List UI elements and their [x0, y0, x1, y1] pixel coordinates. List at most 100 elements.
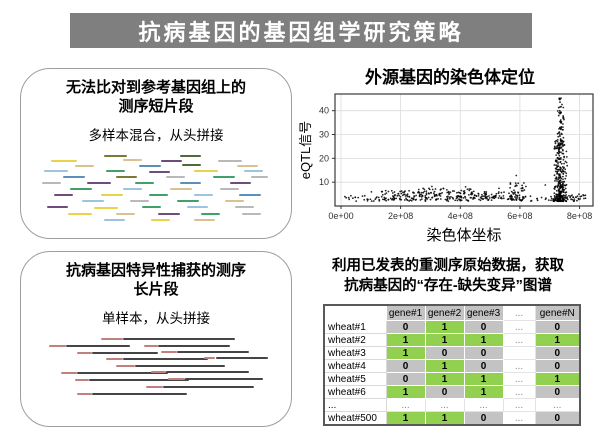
short-read-segment: [158, 213, 180, 215]
data-point: [521, 199, 524, 201]
data-point: [560, 162, 563, 165]
long-reads-illustration: [37, 336, 275, 414]
data-point: [559, 138, 562, 140]
data-point: [400, 192, 403, 195]
data-point: [354, 196, 357, 199]
data-point: [554, 167, 557, 170]
data-point: [577, 197, 580, 200]
data-point: [559, 127, 561, 129]
data-point: [418, 191, 421, 194]
data-point: [557, 163, 559, 165]
tick-label-y: 30: [319, 130, 329, 140]
data-point: [557, 132, 560, 134]
data-point: [451, 190, 454, 192]
data-point: [472, 196, 475, 199]
pav-matrix-table: gene#1 gene#2 gene#3... gene#N wheat#1 0 1 0...…: [323, 304, 581, 426]
data-point: [562, 180, 564, 183]
data-point: [554, 160, 557, 163]
data-point: [558, 98, 561, 101]
long-read-body: [163, 385, 254, 388]
data-point: [563, 196, 566, 199]
data-point: [547, 199, 550, 201]
data-point: [553, 164, 556, 166]
data-point: [372, 200, 375, 202]
pav-value-cell: 1: [463, 372, 504, 386]
data-point: [553, 148, 556, 150]
data-point: [467, 200, 470, 202]
long-read-red-tip: [60, 371, 78, 374]
data-point: [442, 187, 445, 190]
data-point: [553, 199, 555, 202]
pav-heading: 利用已发表的重测序原始数据，获取 抗病基因的“存在-缺失变异”图谱: [296, 256, 600, 297]
data-point: [557, 158, 560, 161]
data-point: [513, 189, 515, 192]
data-point: [385, 197, 387, 200]
data-point: [406, 195, 409, 198]
data-point: [392, 195, 394, 197]
plot-panel: [335, 94, 593, 206]
data-point: [488, 197, 491, 199]
long-reads-box-subtitle: 单样本，从头拼接: [102, 310, 210, 326]
short-read-segment: [177, 200, 199, 203]
data-point: [420, 193, 423, 196]
data-point: [507, 198, 510, 200]
data-point: [560, 146, 563, 149]
data-point: [518, 198, 521, 201]
data-point: [559, 143, 562, 146]
data-point: [390, 189, 393, 192]
data-point: [462, 197, 465, 199]
data-point: [536, 199, 539, 202]
short-read-segment: [44, 170, 68, 173]
data-point: [498, 195, 501, 197]
data-point: [384, 193, 386, 195]
short-read-segment: [103, 154, 128, 157]
data-point: [459, 192, 462, 195]
pav-value-cell: ...: [502, 333, 536, 347]
data-point: [557, 188, 560, 191]
data-point: [558, 151, 561, 154]
data-point: [464, 197, 467, 199]
data-point: [378, 200, 381, 202]
data-point: [518, 194, 521, 197]
data-point: [435, 198, 437, 201]
data-point: [462, 190, 465, 193]
data-point: [457, 191, 460, 194]
data-point: [558, 109, 561, 112]
short-read-segment: [115, 176, 137, 179]
short-read-segment: [86, 182, 111, 185]
pav-value-cell: [502, 346, 536, 360]
long-read-red-tip: [144, 344, 159, 347]
short-read-segment: [229, 182, 252, 185]
data-point: [579, 195, 582, 198]
data-point: [487, 198, 490, 201]
data-point: [432, 192, 435, 195]
short-read-segment: [148, 171, 171, 173]
short-read-segment: [122, 159, 142, 161]
data-point: [515, 174, 518, 177]
data-point: [446, 191, 449, 194]
pav-value-cell: ...: [463, 398, 504, 412]
data-point: [405, 198, 408, 201]
short-read-segment: [139, 165, 161, 167]
data-point: [393, 191, 396, 193]
data-point: [382, 198, 384, 201]
short-read-segment: [236, 165, 259, 167]
long-read-body: [65, 344, 130, 347]
data-point: [562, 167, 565, 170]
data-point: [530, 199, 533, 202]
data-point: [559, 120, 561, 123]
short-read-segment: [41, 182, 61, 185]
data-point: [469, 188, 472, 191]
data-point: [561, 144, 564, 147]
eqtl-scatter-plot: 0e+00 2e+08 4e+08 6e+08 8e+08 10 20 30 40 染色体坐标 eQ…: [298, 93, 594, 244]
data-point: [583, 194, 585, 197]
data-point: [423, 190, 426, 193]
pav-value-cell: 1: [385, 385, 426, 399]
long-read-body: [122, 357, 209, 360]
long-read-body: [77, 371, 168, 374]
data-point: [431, 188, 434, 191]
data-point: [584, 197, 587, 200]
data-point: [508, 192, 510, 195]
data-point: [473, 194, 476, 197]
short-read-segment: [194, 170, 218, 173]
